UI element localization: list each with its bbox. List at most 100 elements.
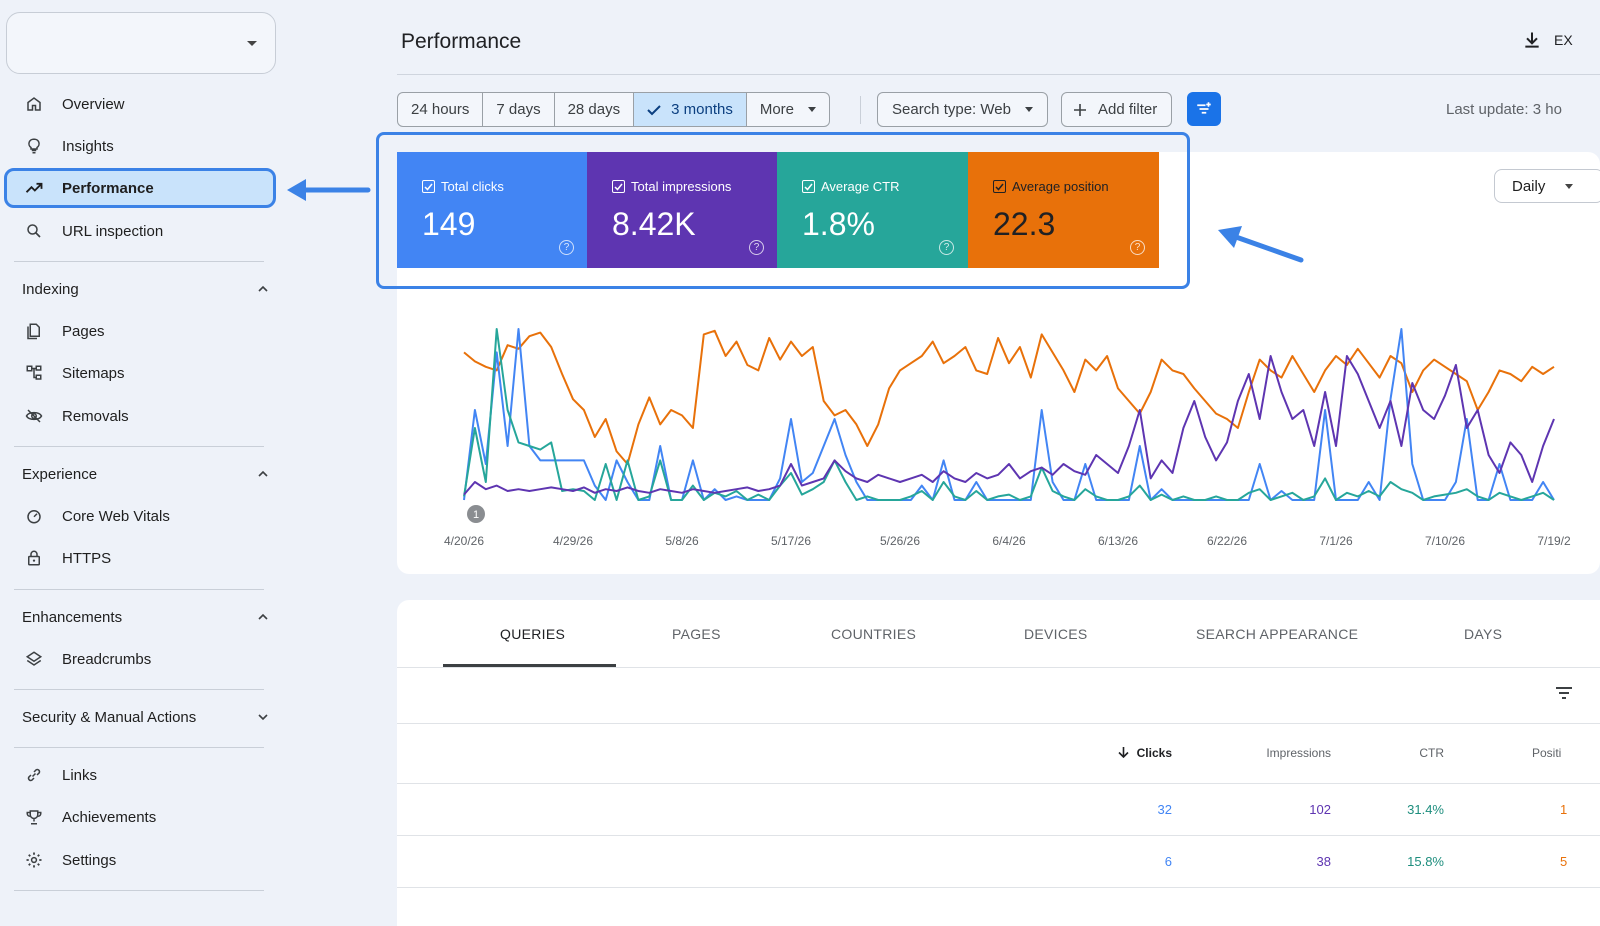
filter-rows-icon[interactable] — [1555, 686, 1573, 700]
range-28-days-button[interactable]: 28 days — [555, 93, 635, 126]
tab-pages[interactable]: PAGES — [672, 626, 721, 642]
caret-down-icon — [808, 107, 817, 112]
divider — [14, 446, 264, 447]
sidebar-item-removals[interactable]: Removals — [4, 397, 276, 435]
sitemap-icon — [24, 363, 44, 383]
x-tick-label: 7/1/26 — [1319, 534, 1353, 548]
metric-value: 1.8% — [802, 206, 875, 242]
link-icon — [24, 765, 44, 785]
divider — [14, 747, 264, 748]
annotation-marker-label: 1 — [473, 509, 479, 521]
divider — [14, 689, 264, 690]
x-tick-label: 4/29/26 — [553, 534, 593, 548]
search-type-button[interactable]: Search type: Web — [877, 92, 1048, 127]
filter-list-icon — [1197, 102, 1211, 114]
section-experience[interactable]: Experience — [22, 459, 268, 489]
search-type-label: Search type: Web — [892, 101, 1011, 118]
cell-position: 5 — [1560, 854, 1568, 869]
export-label: EX — [1554, 32, 1573, 48]
sidebar-item-achievements[interactable]: Achievements — [4, 798, 276, 836]
sidebar-item-core-web-vitals[interactable]: Core Web Vitals — [4, 497, 276, 535]
sidebar: Overview Insights Performance URL inspec… — [0, 0, 290, 926]
tab-countries[interactable]: COUNTRIES — [831, 626, 917, 642]
metric-label: Total impressions — [631, 179, 732, 194]
column-header-impressions[interactable]: Impressions — [1266, 746, 1331, 760]
range-7-days-button[interactable]: 7 days — [483, 93, 555, 126]
metric-card-average-position[interactable]: Average position 22.3 ? — [968, 152, 1159, 268]
divider — [14, 261, 264, 262]
cell-ctr: 15.8% — [1407, 854, 1444, 869]
cell-clicks: 32 — [1157, 802, 1172, 817]
metric-card-total-impressions[interactable]: Total impressions 8.42K ? — [587, 152, 778, 268]
sidebar-item-links[interactable]: Links — [4, 756, 276, 794]
sidebar-item-label: Links — [62, 766, 98, 784]
range-3-months-button[interactable]: 3 months — [634, 93, 747, 126]
series-line-3 — [463, 355, 1555, 496]
tab-search-appearance[interactable]: SEARCH APPEARANCE — [1196, 626, 1359, 642]
cell-impressions: 102 — [1309, 802, 1331, 817]
sidebar-item-url-inspection[interactable]: URL inspection — [4, 212, 276, 250]
tab-days[interactable]: DAYS — [1464, 626, 1503, 642]
series-layer — [463, 328, 1555, 501]
section-enhancements[interactable]: Enhancements — [22, 602, 268, 632]
range-24-hours-button[interactable]: 24 hours — [398, 93, 484, 126]
performance-line-chart[interactable]: 4/20/26 4/29/26 5/8/26 5/17/26 5/26/26 6/4/26… — [397, 300, 1600, 560]
column-header-clicks[interactable]: Clicks — [1115, 746, 1172, 760]
column-header-label: Clicks — [1136, 746, 1172, 760]
section-indexing[interactable]: Indexing — [22, 274, 268, 304]
chevron-down-icon — [258, 714, 268, 721]
sidebar-item-label: Core Web Vitals — [62, 507, 170, 525]
trending-up-icon — [24, 178, 44, 198]
column-header-position[interactable]: Positi — [1532, 746, 1562, 760]
sidebar-item-performance[interactable]: Performance — [4, 168, 276, 208]
checkbox-checked-icon — [802, 180, 815, 193]
annotation-marker-dot — [467, 505, 485, 523]
help-icon[interactable]: ? — [749, 240, 764, 255]
sidebar-item-label: Pages — [62, 322, 105, 340]
tab-devices[interactable]: DEVICES — [1024, 626, 1088, 642]
speedometer-icon — [24, 506, 44, 526]
help-icon[interactable]: ? — [559, 240, 574, 255]
property-selector[interactable] — [6, 12, 276, 74]
divider — [397, 667, 1600, 668]
gear-icon — [24, 850, 44, 870]
section-security-manual-actions[interactable]: Security & Manual Actions — [22, 702, 268, 732]
metric-card-total-clicks[interactable]: Total clicks 149 ? — [397, 152, 588, 268]
section-title: Enhancements — [22, 608, 123, 626]
series-line-2 — [463, 328, 1555, 501]
lightbulb-icon — [24, 136, 44, 156]
header-divider — [397, 74, 1600, 75]
tab-queries[interactable]: QUERIES — [500, 626, 566, 642]
annotation-arrow-up-left-icon — [1218, 226, 1304, 263]
granularity-select[interactable]: Daily — [1494, 169, 1600, 203]
column-header-ctr[interactable]: CTR — [1419, 746, 1444, 760]
range-label: 3 months — [671, 101, 733, 118]
help-icon[interactable]: ? — [939, 240, 954, 255]
sidebar-item-https[interactable]: HTTPS — [4, 539, 276, 577]
x-axis-ticks: 4/20/26 4/29/26 5/8/26 5/17/26 5/26/26 6/4/26… — [444, 534, 1571, 548]
cell-ctr: 31.4% — [1407, 802, 1444, 817]
sidebar-item-settings[interactable]: Settings — [4, 841, 276, 879]
sidebar-item-insights[interactable]: Insights — [4, 127, 276, 165]
range-more-button[interactable]: More — [747, 93, 829, 126]
annotation-arrow-left-icon — [287, 179, 371, 201]
metric-label: Average position — [1012, 179, 1109, 194]
add-filter-button[interactable]: Add filter — [1061, 92, 1173, 127]
date-range-group: 24 hours 7 days 28 days 3 months More — [397, 92, 831, 127]
annotation-marker[interactable]: 1 — [467, 505, 485, 523]
metric-card-average-ctr[interactable]: Average CTR 1.8% ? — [777, 152, 968, 268]
help-icon[interactable]: ? — [1130, 240, 1145, 255]
sidebar-item-breadcrumbs[interactable]: Breadcrumbs — [4, 640, 276, 678]
cell-impressions: 38 — [1316, 854, 1331, 869]
sidebar-item-pages[interactable]: Pages — [4, 312, 276, 350]
lock-icon — [24, 548, 44, 568]
sidebar-item-label: HTTPS — [62, 549, 112, 567]
sidebar-item-label: Settings — [62, 851, 117, 869]
metric-label-row: Total clicks — [422, 179, 504, 194]
sidebar-item-sitemaps[interactable]: Sitemaps — [4, 354, 276, 392]
metric-value: 22.3 — [993, 206, 1056, 242]
sidebar-item-overview[interactable]: Overview — [4, 85, 276, 123]
x-tick-label: 6/13/26 — [1098, 534, 1138, 548]
filter-settings-button[interactable] — [1187, 92, 1221, 126]
export-button[interactable]: EX — [1522, 30, 1573, 50]
